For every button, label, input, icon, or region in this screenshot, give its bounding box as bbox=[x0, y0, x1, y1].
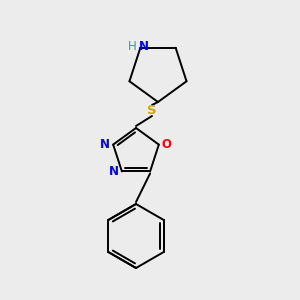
Text: H: H bbox=[128, 40, 136, 53]
Text: N: N bbox=[140, 40, 149, 53]
Text: S: S bbox=[147, 104, 157, 118]
Text: N: N bbox=[109, 165, 119, 178]
Text: N: N bbox=[100, 138, 110, 151]
Text: O: O bbox=[162, 138, 172, 151]
